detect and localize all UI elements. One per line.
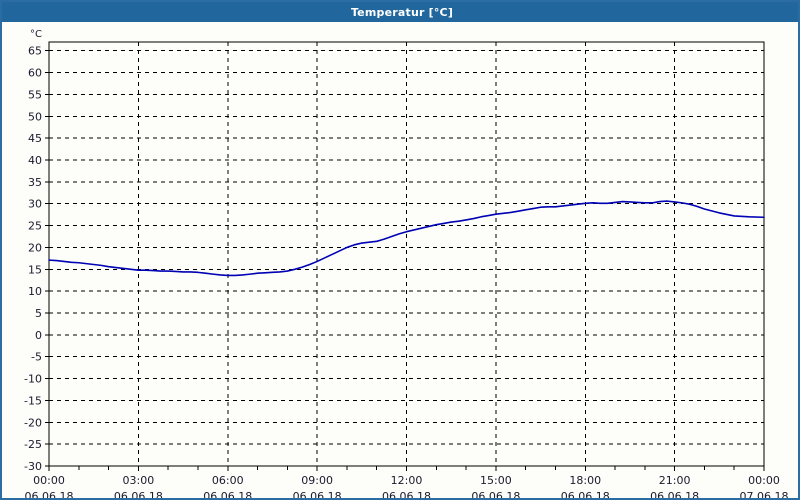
y-axis-tick-label: -25	[24, 438, 42, 451]
temperature-line	[48, 200, 765, 277]
y-axis-tick-label: -30	[24, 460, 42, 473]
y-axis-tick-label: -5	[31, 351, 42, 364]
y-axis-tick-label: 25	[28, 220, 42, 233]
grid-lines	[49, 42, 764, 466]
x-axis-date-label: 06.06.18	[25, 490, 74, 498]
x-axis-time-label: 15:00	[480, 474, 512, 487]
y-axis-labels: 65605550454035302520151050-5-10-15-20-25…	[24, 45, 42, 473]
window-title-bar: Temperatur [°C]	[2, 2, 798, 22]
x-axis-date-label: 06.06.18	[650, 490, 699, 498]
x-axis-time-label: 00:00	[748, 474, 780, 487]
y-axis-tick-label: 15	[28, 263, 42, 276]
x-axis-date-label: 06.06.18	[382, 490, 431, 498]
x-axis-time-label: 09:00	[301, 474, 333, 487]
x-axis-date-label: 06.06.18	[203, 490, 252, 498]
y-axis-tick-label: 60	[28, 67, 42, 80]
y-axis-tick-label: 50	[28, 110, 42, 123]
x-axis-date-label: 07.06.18	[740, 490, 789, 498]
y-axis-tick-label: 45	[28, 132, 42, 145]
y-axis-tick-label: 40	[28, 154, 42, 167]
x-axis-time-label: 18:00	[569, 474, 601, 487]
y-axis-tick-label: 10	[28, 285, 42, 298]
y-axis-tick-label: 0	[35, 329, 42, 342]
x-axis-time-label: 06:00	[212, 474, 244, 487]
x-axis-date-label: 06.06.18	[114, 490, 163, 498]
x-axis-time-label: 21:00	[659, 474, 691, 487]
x-axis-time-label: 00:00	[33, 474, 65, 487]
temperature-series-line	[48, 200, 765, 277]
y-axis-tick-label: 30	[28, 198, 42, 211]
page-title: Temperatur [°C]	[350, 5, 454, 19]
x-axis-date-label: 06.06.18	[471, 490, 520, 498]
y-axis-unit: °C	[30, 29, 42, 40]
x-axis-date-label: 06.06.18	[561, 490, 610, 498]
y-axis-tick-label: -15	[24, 394, 42, 407]
y-axis-tick-label: 55	[28, 88, 42, 101]
y-axis-tick-label: 35	[28, 176, 42, 189]
y-axis-unit-label: °C	[30, 29, 42, 40]
x-axis-date-label: 06.06.18	[293, 490, 342, 498]
y-axis-tick-label: -10	[24, 373, 42, 386]
x-axis-time-label: 12:00	[391, 474, 423, 487]
x-axis-labels: 00:00 06.06.18 03:00 06.06.18 06:00 06.06.18 0…	[25, 474, 789, 498]
temperature-line-chart: 65605550454035302520151050-5-10-15-20-25…	[24, 29, 789, 498]
chart-canvas: 65 60 55 50 45 40 35 30 25 20 15 10 5 0 -5 -10 -15 -20 -25…	[2, 22, 798, 498]
y-axis-tick-label: 5	[35, 307, 42, 320]
x-axis-time-label: 03:00	[123, 474, 155, 487]
y-axis-tick-label: 65	[28, 45, 42, 58]
y-axis-tick-label: -20	[24, 416, 42, 429]
y-axis-tick-label: 20	[28, 241, 42, 254]
axis-ticks	[45, 50, 765, 471]
